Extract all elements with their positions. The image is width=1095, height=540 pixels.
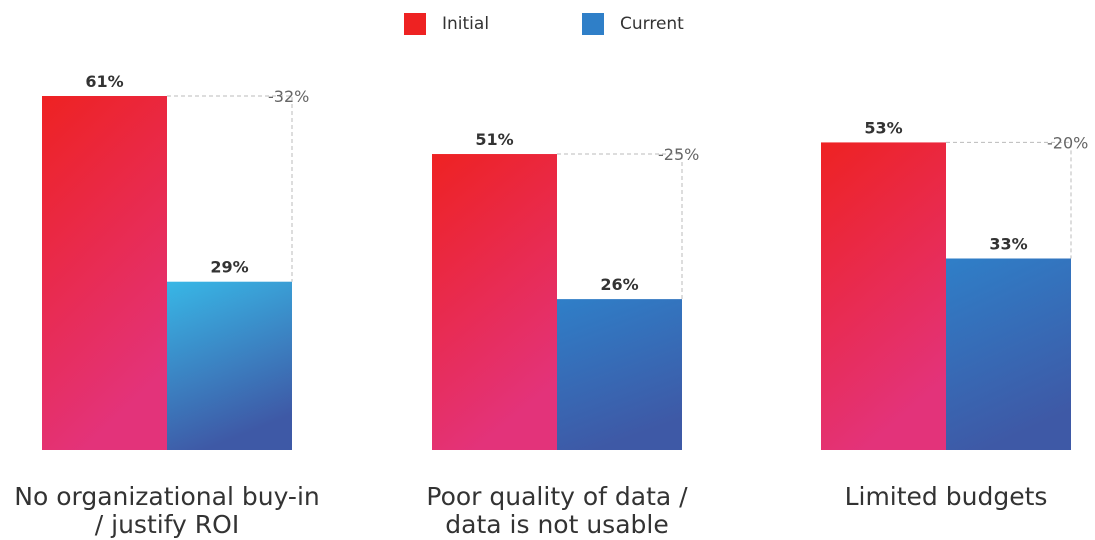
- change-label-data-quality: -25%: [658, 145, 699, 164]
- legend-label-current: Current: [620, 14, 684, 34]
- value-label-current-data-quality: 26%: [600, 275, 638, 294]
- category-label-data-quality-line-2: data is not usable: [445, 510, 668, 539]
- legend-item-initial: Initial: [404, 12, 489, 36]
- value-label-initial-buy-in: 61%: [85, 72, 123, 91]
- value-label-current-budgets: 33%: [989, 234, 1027, 253]
- category-label-buy-in-line-1: No organizational buy-in: [14, 482, 319, 511]
- legend-label-initial: Initial: [442, 14, 490, 34]
- plot-area: 61% 29% -32% No organizational buy-in/ just…: [14, 72, 1088, 539]
- legend: Initial Current: [0, 12, 1095, 36]
- category-label-budgets-line-1: Limited budgets: [845, 482, 1048, 511]
- bar-current-data-quality: [557, 299, 682, 450]
- legend-item-current: Current: [582, 12, 684, 36]
- value-label-initial-budgets: 53%: [864, 118, 902, 137]
- bar-initial-buy-in: [42, 96, 167, 450]
- bar-current-budgets: [946, 258, 1071, 450]
- value-label-initial-data-quality: 51%: [475, 130, 513, 149]
- bar-current-buy-in: [167, 281, 292, 450]
- bar-initial-data-quality: [432, 154, 557, 451]
- legend-swatch-initial: [404, 13, 426, 35]
- category-label-data-quality-line-1: Poor quality of data /: [426, 482, 688, 511]
- value-label-current-buy-in: 29%: [210, 258, 248, 277]
- change-label-buy-in: -32%: [268, 87, 309, 106]
- category-label-buy-in-line-2: / justify ROI: [95, 510, 239, 539]
- change-label-budgets: -20%: [1047, 133, 1088, 152]
- change-guide-buy-in: [167, 95, 293, 282]
- bar-initial-budgets: [821, 142, 946, 451]
- legend-swatch-current: [582, 13, 604, 35]
